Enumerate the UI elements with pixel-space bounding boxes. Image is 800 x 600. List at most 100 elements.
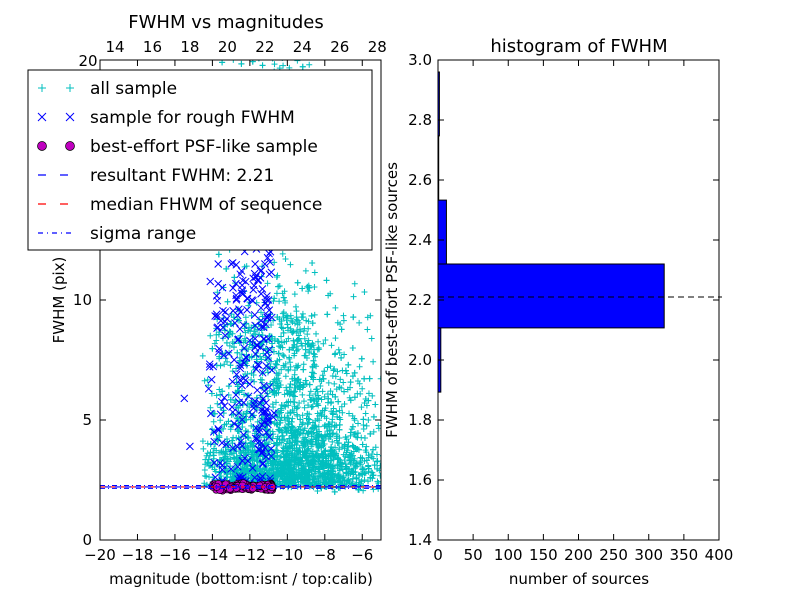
all-sample-point [259,62,266,69]
all-sample-point [374,465,381,472]
all-sample-point [294,317,301,324]
all-sample-point [201,466,208,473]
all-sample-point [283,312,290,319]
all-sample-point [224,455,231,462]
rough-sample-point [223,314,231,323]
rough-sample-point [261,320,270,329]
all-sample-point [368,335,375,342]
all-sample-point [369,475,376,482]
all-sample-point [336,349,343,356]
right-chart-title: histogram of FWHM [490,36,667,57]
all-sample-point [216,432,223,439]
all-sample-point [273,385,280,392]
all-sample-point [320,465,327,472]
all-sample-point [322,421,329,428]
all-sample-point [374,458,381,465]
all-sample-point [285,463,292,470]
all-sample-point [283,338,290,345]
legend-item: resultant FWHM: 2.21 [38,166,274,186]
rough-sample-point [220,402,229,410]
all-sample-point [282,425,289,432]
all-sample-point [273,273,280,280]
left-y-axis-label: FWHM (pix) [50,257,68,344]
all-sample-point [269,465,276,472]
all-sample-point [345,477,352,484]
rough-sample-point [227,465,235,473]
rough-sample-point [243,306,251,314]
rough-sample-point [257,303,265,312]
rough-sample-point [232,391,240,399]
all-sample-point [271,376,278,383]
right-x-axis-label: number of sources [509,570,649,588]
all-sample-point [305,402,312,409]
all-sample-point [270,298,277,305]
legend-plus-marker [38,84,46,92]
series-rough-sample [180,232,278,488]
all-sample-point [373,458,380,465]
right-y-axis-label: FWHM of best-effort PSF-like sources [383,162,401,438]
rough-sample-point [229,284,237,292]
all-sample-point [243,474,250,481]
all-sample-point [305,476,312,483]
left-x-tick-label: −16 [159,546,191,564]
all-sample-point [273,361,280,368]
all-sample-point [314,346,321,353]
all-sample-point [281,391,288,398]
all-sample-point [277,409,284,416]
legend-plus-marker [66,84,74,92]
all-sample-point [318,443,325,450]
all-sample-point [335,346,342,353]
all-sample-point [290,474,297,481]
rough-sample-point [219,306,227,315]
all-sample-point [265,447,272,454]
all-sample-point [288,442,295,449]
all-sample-point [321,393,328,400]
rough-sample-point [221,308,230,316]
all-sample-point [324,311,331,318]
all-sample-point [340,379,347,386]
all-sample-point [297,457,304,464]
rough-sample-point [251,343,259,352]
right-x-tick-label: 250 [599,546,628,564]
all-sample-point [322,431,329,438]
all-sample-point [299,285,306,292]
all-sample-point [201,377,208,384]
legend-label: resultant FWHM: 2.21 [90,166,274,186]
rough-sample-point [262,362,271,371]
rough-sample-point [243,295,252,303]
left-x-tick-label: −8 [314,546,336,564]
all-sample-point [257,376,264,383]
all-sample-point [324,483,331,490]
all-sample-point [299,391,306,398]
all-sample-point [302,434,309,441]
all-sample-point [217,417,224,424]
all-sample-point [276,343,283,350]
all-sample-point [313,441,320,448]
all-sample-point [238,60,245,67]
all-sample-point [338,354,345,361]
all-sample-point [328,398,335,405]
left-top-x-tick-label: 24 [293,38,312,56]
all-sample-point [258,309,265,316]
all-sample-point [292,377,299,384]
all-sample-point [267,466,274,473]
rough-sample-point [216,410,225,419]
rough-sample-point [258,420,266,429]
rough-sample-point [219,351,228,360]
all-sample-point [287,363,294,370]
all-sample-point [318,396,325,403]
all-sample-point [202,461,209,468]
all-sample-point [288,427,295,434]
all-sample-point [369,450,376,457]
all-sample-point [242,440,249,447]
all-sample-point [308,312,315,319]
all-sample-point [286,384,293,391]
all-sample-point [283,447,290,454]
all-sample-point [270,404,277,411]
all-sample-point [308,459,315,466]
all-sample-point [324,364,331,371]
all-sample-point [258,356,265,363]
left-top-x-tick-label: 22 [255,38,274,56]
all-sample-point [345,439,352,446]
all-sample-point [303,381,310,388]
